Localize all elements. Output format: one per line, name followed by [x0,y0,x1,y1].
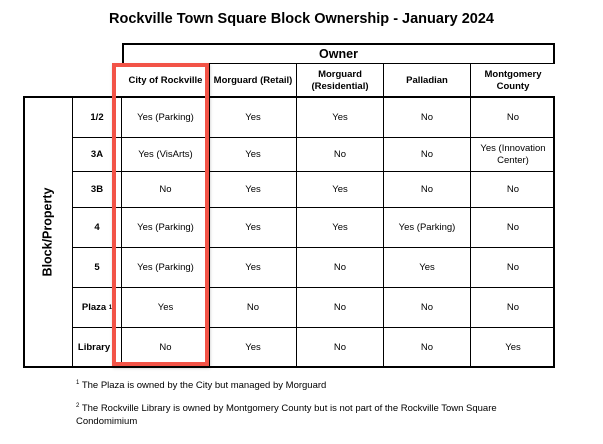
table-row: 4 Yes (Parking) Yes Yes Yes (Parking) No [73,208,555,248]
table-cell: No [506,261,520,273]
table-cell: Yes [122,288,210,327]
table-cell: Yes (Parking) [384,208,471,247]
table-cell: No [384,328,471,368]
table-cell: No [297,328,384,368]
table-cell: No [506,183,520,195]
table-cell: Yes [210,248,297,287]
page-title: Rockville Town Square Block Ownership - … [109,11,494,27]
column-header: Palladian [384,64,471,98]
table-cell: Yes [297,208,384,247]
footnote-2: 2 The Rockville Library is owned by Mont… [76,403,497,428]
table-cell: No [384,288,471,327]
table-row: 3B No Yes Yes No No [73,172,555,208]
table-cell: No [297,248,384,287]
column-header: Morguard (Residential) [297,64,384,98]
row-label: 5 [73,248,122,287]
table-cell: Yes [297,172,384,207]
row-label: 3A [73,138,122,171]
ownership-table [23,96,555,368]
table-cell: Yes (Parking) [122,98,210,137]
block-property-label: Block/Property [23,96,73,368]
table-cell: Yes [210,208,297,247]
table-cell: Yes [384,248,471,287]
table-row: 5 Yes (Parking) Yes No Yes No [73,248,555,288]
row-label: 3B [73,172,122,207]
column-header: Morguard (Retail) [210,64,297,98]
table-cell: No [506,301,520,313]
city-column-highlight [112,63,209,366]
table-cell: No [297,138,384,171]
footnote-text: The Plaza is owned by the City but manag… [81,380,327,392]
row-label: 4 [73,208,122,247]
owner-header: Owner [122,43,555,64]
table-cell: No [122,328,210,368]
column-header: Montgomery County [484,69,542,92]
column-header: City of Rockville [122,64,210,98]
table-cell: Yes (Innovation Center) [480,142,546,166]
table-cell: Yes [297,98,384,137]
table-body: 1/2 Yes (Parking) Yes Yes No No 3A Yes (VisArts… [73,98,555,368]
table-cell: No [506,111,520,123]
table-cell: Yes [210,328,297,368]
table-cell: No [506,221,520,233]
table-cell: No [384,172,471,207]
table-cell: Yes [210,98,297,137]
side-label-text: Block/Property [40,187,55,277]
table-row: 3A Yes (VisArts) Yes No No Yes (Innovation Ce… [73,138,555,172]
table-cell: No [384,98,471,137]
table-cell: Yes (Parking) [122,248,210,287]
footnote-1: 1 The Plaza is owned by the City but man… [76,380,327,392]
table-row: 1/2 Yes (Parking) Yes Yes No No [73,98,555,138]
table-cell: No [384,138,471,171]
table-cell: No [210,288,297,327]
table-cell: Yes [210,138,297,171]
row-label: 1/2 [73,98,122,137]
table-cell: Yes [505,342,521,353]
footnote-text: The Rockville Library is owned by Montgo… [76,403,497,428]
table-cell: Yes (VisArts) [122,138,210,171]
column-headers: City of Rockville Morguard (Retail) Morgua… [122,64,555,98]
table-cell: Yes [210,172,297,207]
table-cell: Yes (Parking) [122,208,210,247]
table-cell: No [122,172,210,207]
row-label: Plaza 1 [73,288,122,327]
table-cell: No [297,288,384,327]
table-row: Plaza 1 Yes No No No No [73,288,555,328]
